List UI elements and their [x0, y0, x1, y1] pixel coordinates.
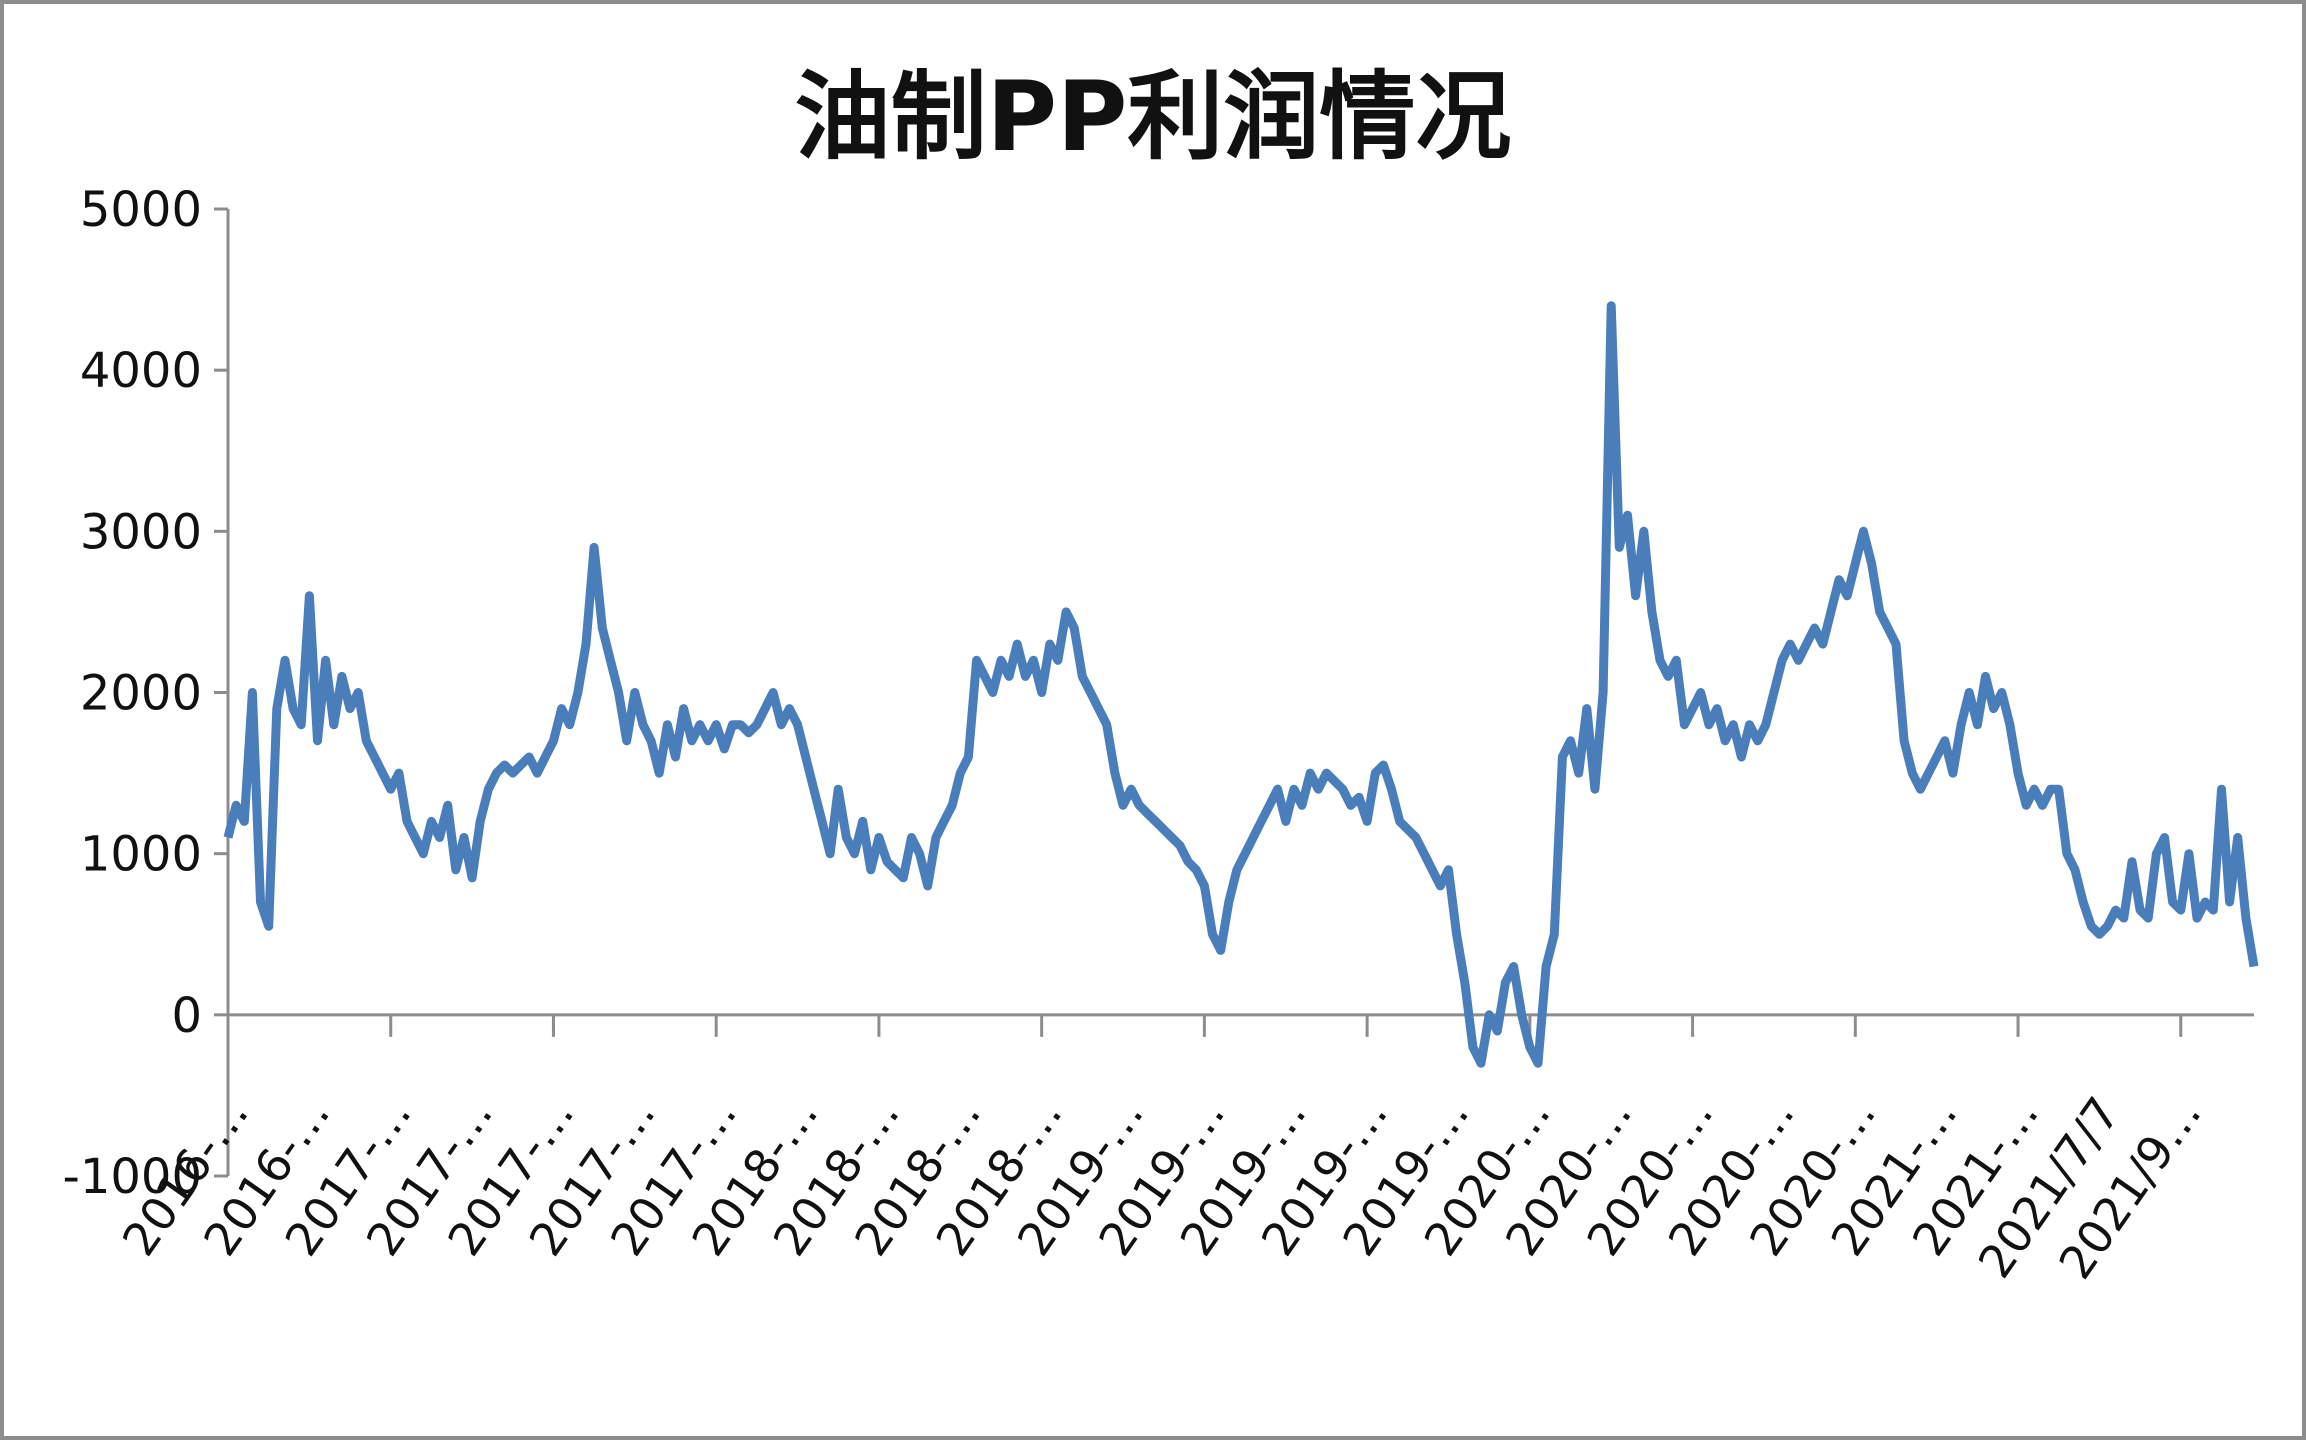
- y-tick-label: 0: [171, 988, 202, 1044]
- y-tick-label: 3000: [80, 504, 202, 560]
- y-tick-label: -1000: [63, 1149, 202, 1205]
- y-tick-label: 1000: [80, 827, 202, 883]
- y-tick-label: 2000: [80, 666, 202, 722]
- chart-title: 油制PP利润情况: [795, 61, 1512, 173]
- y-tick-label: 4000: [80, 343, 202, 399]
- y-tick-label: 5000: [80, 182, 202, 238]
- data-line: [223, 301, 2259, 1068]
